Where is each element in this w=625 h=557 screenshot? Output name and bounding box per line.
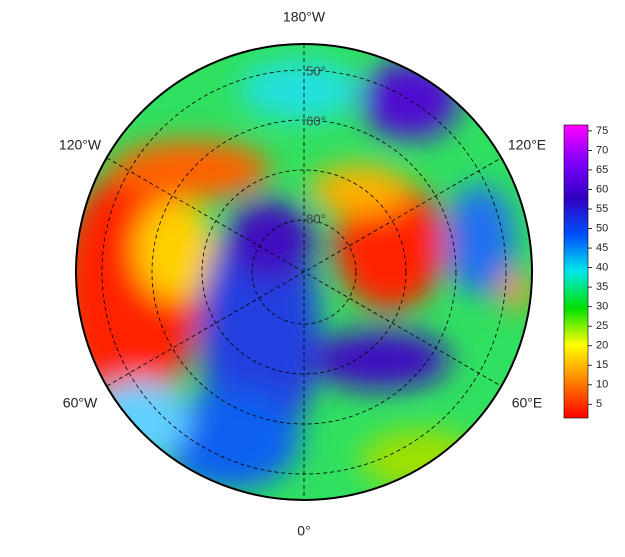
lon-label: 180°W — [283, 9, 326, 25]
colorbar-tick-label: 70 — [596, 144, 608, 156]
colorbar-tick-label: 25 — [596, 320, 608, 332]
colorbar-tick-label: 5 — [596, 398, 602, 410]
lon-label: 60°E — [512, 395, 543, 411]
colorbar: 5 10 15 20 25 30 35 40 45 50 55 60 65 70 75 — [563, 124, 608, 419]
lon-label: 60°W — [63, 395, 98, 411]
colorbar-ramp — [563, 124, 589, 419]
lat-label: 60° — [306, 113, 326, 128]
colorbar-tick-label: 10 — [596, 379, 608, 391]
lon-label: 120°E — [508, 137, 546, 153]
colorbar-tick-label: 55 — [596, 203, 608, 215]
lat-label: 50° — [306, 63, 326, 78]
graticule — [101, 44, 507, 500]
map-border — [75, 43, 533, 501]
colorbar-tick-label: 60 — [596, 183, 608, 195]
lon-label: 120°W — [59, 137, 102, 153]
colorbar-tick-label: 40 — [596, 261, 608, 273]
colorbar-tick-label: 65 — [596, 164, 608, 176]
lon-label: 0° — [297, 523, 310, 539]
colorbar-tick-label: 45 — [596, 242, 608, 254]
colorbar-tick-label: 30 — [596, 301, 608, 313]
colorbar-tick-label: 20 — [596, 340, 608, 352]
colorbar-tick-label: 75 — [596, 125, 608, 137]
colorbar-tick-label: 15 — [596, 359, 608, 371]
colorbar-tick-label: 35 — [596, 281, 608, 293]
lat-label: 80° — [306, 211, 326, 226]
field — [76, 44, 532, 500]
colorbar-tick-label: 50 — [596, 222, 608, 234]
